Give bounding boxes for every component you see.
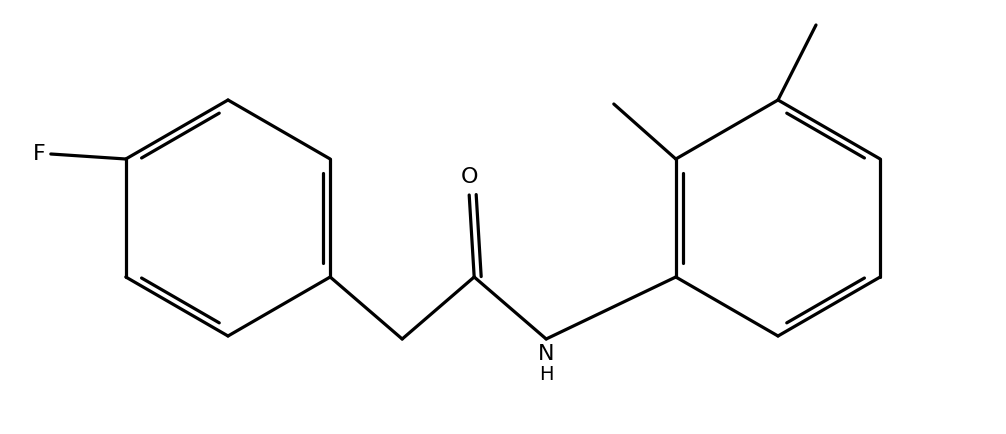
Text: N: N (538, 344, 554, 364)
Text: F: F (33, 144, 46, 164)
Text: H: H (539, 365, 553, 384)
Text: O: O (461, 167, 478, 187)
